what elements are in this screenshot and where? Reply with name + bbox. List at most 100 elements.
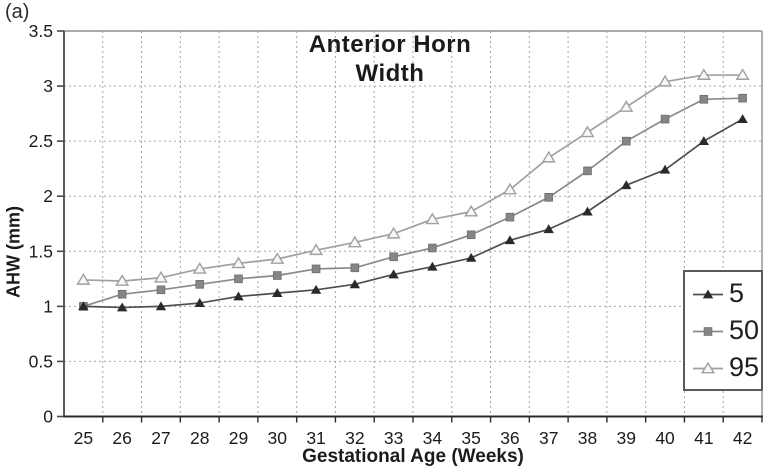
series-5-marker: [388, 269, 399, 279]
series-95-marker: [386, 226, 401, 239]
x-tick-label: 37: [539, 428, 558, 448]
series-95-marker: [270, 252, 285, 264]
series-95-marker: [153, 270, 168, 283]
series-5-marker: [78, 301, 89, 311]
x-tick-label: 29: [229, 428, 248, 448]
series-5-marker: [310, 284, 322, 294]
x-tick-label: 42: [733, 428, 752, 448]
filled-triangle-icon: [693, 289, 723, 298]
x-tick-label: 38: [578, 428, 597, 448]
y-axis-title: AHW (mm): [3, 206, 24, 298]
legend-item-p50: 50: [692, 317, 759, 344]
x-tick-label: 28: [190, 428, 209, 448]
x-tick-label: 32: [345, 428, 364, 448]
series-50-marker: [156, 285, 166, 295]
figure-label: (a): [5, 1, 30, 23]
y-tick-label: 3.5: [29, 21, 53, 41]
series-50-marker: [195, 280, 205, 289]
x-tick-label: 26: [112, 428, 131, 448]
series-50-marker: [738, 93, 747, 103]
series-5-marker: [543, 224, 554, 234]
y-tick-label: 0.5: [29, 351, 53, 371]
x-tick-label: 36: [500, 428, 519, 448]
series-95-marker: [115, 274, 130, 286]
x-tick-label: 30: [268, 428, 288, 448]
series-5-marker: [659, 164, 671, 174]
open-triangle-icon: [693, 361, 723, 373]
legend-label: 95: [729, 352, 760, 382]
filled-square-icon: [693, 326, 723, 336]
series-5-marker: [194, 298, 205, 307]
legend-item-p95: 95: [692, 354, 759, 381]
series-50-marker: [117, 289, 127, 299]
series-5-marker: [621, 180, 632, 190]
x-tick-label: 25: [74, 428, 93, 448]
series-95-marker: [231, 256, 246, 269]
series-50-marker: [583, 166, 592, 176]
y-tick-label: 1.5: [29, 241, 53, 261]
chart-title-line1: Anterior Horn: [308, 31, 472, 58]
series-5-marker: [504, 235, 516, 245]
open-triangle-glyph: [700, 361, 716, 373]
x-tick-label: 34: [423, 428, 443, 448]
filled-square-glyph: [703, 326, 713, 336]
chart-title-line2: Width: [355, 60, 425, 87]
series-95-marker: [464, 204, 479, 217]
series-50-marker: [234, 274, 243, 284]
y-tick-label: 0: [43, 407, 53, 427]
series-50-marker: [544, 193, 554, 202]
series-5-marker: [427, 261, 438, 271]
series-95-marker: [192, 262, 207, 274]
series-50-marker: [389, 252, 398, 262]
series-95-marker: [309, 243, 324, 256]
series-50-marker: [660, 114, 670, 124]
x-tick-label: 33: [384, 428, 403, 448]
x-tick-label: 39: [617, 428, 636, 448]
chart-title: Anterior Horn Width: [245, 30, 535, 88]
series-95-line: [83, 74, 743, 282]
y-tick-label: 3: [43, 76, 53, 96]
legend-label: 50: [729, 315, 760, 345]
series-95-marker: [347, 235, 362, 248]
series-95-marker: [76, 273, 91, 285]
y-tick-label: 2.5: [29, 131, 53, 151]
series-50-marker: [272, 271, 282, 280]
y-tick-label: 1: [43, 296, 53, 316]
filled-triangle-glyph: [702, 289, 714, 298]
series-95-marker: [658, 74, 673, 87]
series-5-marker: [155, 301, 167, 311]
series-95-marker: [696, 68, 711, 80]
legend: 5 50 95: [683, 270, 763, 391]
legend-label: 5: [729, 278, 745, 308]
series-5-marker: [465, 252, 477, 262]
series-50-marker: [350, 263, 360, 273]
series-5-marker: [233, 291, 244, 301]
series-95-marker: [541, 150, 556, 163]
x-tick-label: 31: [306, 428, 325, 448]
series-5-marker: [737, 114, 748, 124]
series-5-marker: [582, 206, 593, 216]
series-95-marker: [425, 212, 440, 225]
series-95-marker: [735, 68, 750, 80]
series-95-marker: [619, 100, 634, 112]
series-50-marker: [505, 212, 515, 222]
y-tick-label: 2: [43, 186, 53, 206]
x-tick-label: 27: [151, 428, 170, 448]
series-95-marker: [502, 182, 517, 195]
x-tick-label: 40: [655, 428, 675, 448]
series-5-marker: [698, 136, 710, 146]
legend-item-p5: 5: [692, 280, 759, 307]
series-50-line: [83, 97, 743, 308]
series-5-marker: [116, 302, 128, 312]
series-50-marker: [311, 264, 321, 274]
series-50-marker: [699, 94, 709, 104]
x-tick-label: 35: [461, 428, 480, 448]
x-tick-label: 41: [694, 428, 713, 448]
series-5-marker: [272, 288, 283, 298]
series-50-marker: [466, 230, 476, 240]
series-5-marker: [349, 279, 361, 289]
x-axis-title: Gestational Age (Weeks): [302, 446, 524, 467]
series-95-marker: [580, 125, 595, 138]
